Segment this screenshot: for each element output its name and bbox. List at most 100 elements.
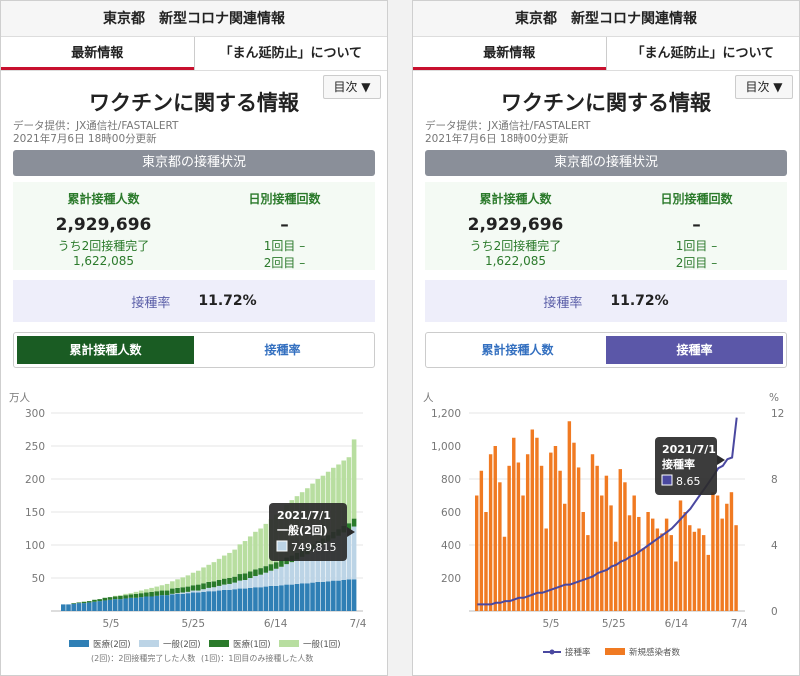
bar-new-cases: [595, 465, 599, 611]
bar-一般(2回): [247, 578, 253, 588]
bar-一般(1回): [263, 523, 269, 567]
bar-医療(2回): [346, 579, 352, 611]
tooltip-swatch: [661, 474, 673, 486]
bar-new-cases: [549, 452, 553, 611]
tab-latest[interactable]: 最新情報: [413, 37, 606, 70]
tooltip-pointer: [347, 527, 355, 537]
bar-医療(1回): [81, 601, 87, 604]
bar-一般(1回): [232, 549, 237, 577]
x-tick-label: 5/5: [543, 618, 560, 630]
update-time: 2021年7月6日 18時00分更新: [425, 133, 569, 145]
bar-医療(2回): [123, 598, 128, 611]
tab-latest[interactable]: 最新情報: [1, 37, 194, 70]
bar-一般(2回): [289, 562, 295, 585]
bar-医療(2回): [253, 587, 258, 611]
section-banner: 東京都の接種状況: [13, 150, 375, 176]
daily-value: –: [692, 215, 701, 235]
bar-医療(1回): [237, 574, 243, 581]
y-left-tick: 400: [441, 540, 461, 552]
bar-医療(2回): [149, 596, 154, 611]
bar-医療(2回): [175, 593, 180, 611]
bar-医療(2回): [201, 591, 206, 611]
bar-new-cases: [734, 525, 738, 611]
second-dose-daily: 2回目 –: [263, 256, 306, 270]
stats-box: 累計接種人数 2,929,696 うち2回接種完了 1,622,085 日別接種…: [13, 182, 375, 270]
bar-一般(1回): [164, 583, 170, 591]
bar-一般(1回): [258, 528, 263, 569]
data-source: データ提供：JX通信社/FASTALERT: [425, 120, 591, 132]
bar-医療(2回): [237, 588, 243, 611]
bar-医療(1回): [263, 566, 269, 573]
right-phone-panel: 東京都 新型コロナ関連情報 最新情報 「まん延防止」について 目次 ▼ ワクチン…: [412, 0, 800, 676]
toggle-cumulative[interactable]: 累計接種人数: [17, 336, 194, 364]
toc-button[interactable]: 目次 ▼: [735, 75, 793, 99]
bar-一般(2回): [190, 590, 196, 593]
bar-一般(1回): [206, 564, 211, 582]
bar-医療(2回): [263, 586, 269, 611]
bar-医療(2回): [86, 602, 92, 611]
bar-医療(1回): [190, 585, 196, 591]
daily-label: 日別接種回数: [660, 192, 733, 206]
bar-医療(2回): [92, 601, 97, 611]
toggle-rate[interactable]: 接種率: [606, 336, 783, 364]
legend-swatch: [69, 640, 89, 647]
tooltip-date: 2021/7/1: [277, 509, 331, 522]
legend-label: 一般(2回): [163, 639, 201, 650]
toggle-rate[interactable]: 接種率: [264, 343, 301, 357]
toc-button[interactable]: 目次 ▼: [323, 75, 381, 99]
bar-医療(1回): [273, 562, 279, 569]
tooltip-swatch: [276, 540, 288, 552]
bar-医療(2回): [289, 584, 295, 611]
bar-一般(2回): [310, 550, 315, 583]
bar-new-cases: [692, 531, 697, 611]
bar-一般(2回): [221, 584, 227, 590]
bar-一般(1回): [336, 464, 341, 530]
y-left-tick: 200: [441, 573, 461, 585]
bar-new-cases: [660, 533, 664, 611]
bar-一般(1回): [185, 575, 191, 587]
bar-new-cases: [604, 475, 609, 611]
bar-一般(1回): [242, 541, 248, 574]
bar-医療(1回): [149, 591, 154, 597]
bar-医療(2回): [341, 579, 347, 611]
bar-医療(2回): [196, 592, 201, 611]
bar-new-cases: [729, 492, 734, 611]
bar-一般(1回): [133, 591, 139, 594]
bar-医療(2回): [305, 583, 310, 611]
bar-new-cases: [475, 495, 479, 611]
legend-label: 医療(2回): [93, 639, 131, 650]
bar-new-cases: [558, 470, 562, 611]
tooltip-date: 2021/7/1: [662, 443, 716, 456]
bar-一般(2回): [180, 592, 186, 594]
bar-医療(2回): [242, 588, 248, 611]
toggle-cumulative[interactable]: 累計接種人数: [481, 343, 554, 357]
bar-new-cases: [725, 503, 729, 611]
bar-医療(1回): [180, 587, 186, 593]
bar-一般(2回): [325, 541, 331, 582]
bar-new-cases: [613, 541, 618, 611]
y-right-tick: 12: [771, 408, 784, 420]
bar-new-cases: [632, 495, 636, 611]
bar-医療(1回): [128, 594, 134, 598]
data-source: データ提供：JX通信社/FASTALERT: [13, 120, 179, 132]
bar-医療(2回): [170, 594, 175, 611]
tooltip-pointer: [717, 455, 725, 465]
bar-new-cases: [688, 525, 692, 611]
bar-医療(1回): [97, 599, 102, 602]
bar-一般(2回): [315, 547, 321, 582]
tab-mambo[interactable]: 「まん延防止」について: [605, 37, 800, 70]
bar-一般(2回): [284, 564, 289, 585]
rate-box: 接種率 11.72%: [13, 280, 375, 322]
first-dose-daily: 1回目 –: [675, 239, 718, 253]
tooltip-value: 749,815: [291, 541, 337, 554]
bar-医療(2回): [247, 587, 253, 611]
tab-mambo[interactable]: 「まん延防止」について: [193, 37, 388, 70]
y-left-tick: 600: [441, 507, 461, 519]
bar-医療(2回): [299, 583, 305, 611]
bar-一般(1回): [149, 587, 154, 592]
tooltip-series: 一般(2回): [277, 523, 328, 537]
tab-bar: 最新情報 「まん延防止」について: [1, 37, 387, 71]
cumulative-label: 累計接種人数: [67, 192, 140, 206]
bar-new-cases: [572, 442, 576, 611]
bar-new-cases: [576, 467, 581, 611]
